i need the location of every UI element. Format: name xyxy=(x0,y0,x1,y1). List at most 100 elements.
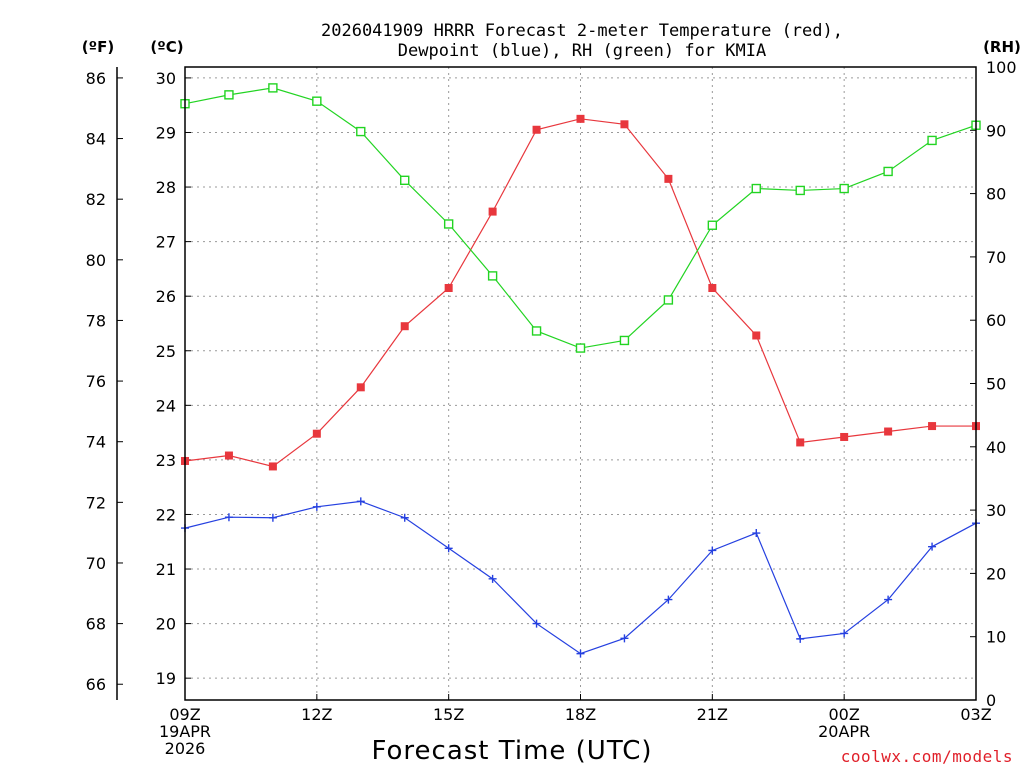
fahrenheit-tick-label-70: 70 xyxy=(86,554,106,573)
point-rh-15 xyxy=(839,183,849,194)
point-rh-4 xyxy=(356,126,366,137)
point-dewpoint-10 xyxy=(620,634,629,643)
celsius-tick-label-25: 25 xyxy=(156,342,176,361)
celsius-tick-label-26: 26 xyxy=(156,287,176,306)
fahrenheit-tick-label-82: 82 xyxy=(86,190,106,209)
point-dewpoint-2 xyxy=(268,513,277,522)
point-2-meter-temperature-12 xyxy=(708,284,717,293)
point-rh-11 xyxy=(663,295,674,305)
point-rh-7 xyxy=(487,271,498,281)
x-tick-label-3-0: 12Z xyxy=(301,705,332,724)
celsius-tick-label-20: 20 xyxy=(156,615,176,634)
rh-tick-label-90: 90 xyxy=(986,121,1006,140)
axes: 19 20 21 22 23 24 25 26 27 28 29 30 66 68 70 72 74 76 78 80… xyxy=(86,58,1017,758)
chart-title-line-2: Dewpoint (blue), RH (green) for KMIA xyxy=(398,41,766,61)
celsius-tick-label-29: 29 xyxy=(156,123,176,142)
point-dewpoint-15 xyxy=(840,629,849,638)
celsius-tick-label-19: 19 xyxy=(156,669,176,688)
point-rh-13 xyxy=(751,183,761,194)
fahrenheit-tick-label-68: 68 xyxy=(86,615,106,634)
point-rh-1 xyxy=(224,90,234,100)
celsius-tick-label-27: 27 xyxy=(156,233,176,252)
fahrenheit-tick-label-72: 72 xyxy=(86,493,106,512)
rh-tick-label-40: 40 xyxy=(986,438,1006,457)
fahrenheit-tick-label-80: 80 xyxy=(86,251,106,270)
site-credit: coolwx.com/models xyxy=(841,747,1013,766)
point-2-meter-temperature-7 xyxy=(488,207,497,216)
point-rh-3 xyxy=(312,96,322,106)
point-2-meter-temperature-11 xyxy=(664,174,673,183)
celsius-tick-label-22: 22 xyxy=(156,505,176,524)
point-rh-17 xyxy=(927,135,937,146)
fahrenheit-tick-label-66: 66 xyxy=(86,675,106,694)
point-2-meter-temperature-9 xyxy=(576,114,585,123)
celsius-unit-label: (ºC) xyxy=(150,38,183,56)
point-rh-14 xyxy=(795,185,805,196)
x-tick-label-9-0: 18Z xyxy=(565,705,596,724)
celsius-tick-label-24: 24 xyxy=(156,396,176,415)
point-dewpoint-4 xyxy=(356,497,365,506)
point-2-meter-temperature-8 xyxy=(532,125,541,134)
fahrenheit-tick-label-84: 84 xyxy=(86,130,106,149)
x-tick-label-15-0: 00Z xyxy=(829,705,860,724)
rh-tick-label-70: 70 xyxy=(986,248,1006,267)
rh-tick-label-0: 0 xyxy=(986,691,996,710)
point-rh-9 xyxy=(575,343,586,353)
point-2-meter-temperature-1 xyxy=(224,451,233,460)
point-dewpoint-16 xyxy=(884,595,893,604)
x-tick-label-0-1: 19APR xyxy=(159,722,211,741)
point-dewpoint-8 xyxy=(532,619,541,628)
celsius-tick-label-23: 23 xyxy=(156,451,176,470)
point-2-meter-temperature-5 xyxy=(400,322,409,331)
rh-tick-label-80: 80 xyxy=(986,185,1006,204)
rh-tick-label-10: 10 xyxy=(986,628,1006,647)
x-tick-label-6-0: 15Z xyxy=(433,705,464,724)
point-dewpoint-14 xyxy=(796,634,805,643)
rh-tick-label-100: 100 xyxy=(986,58,1017,77)
point-2-meter-temperature-16 xyxy=(884,427,893,436)
rh-unit-label: (RH) xyxy=(983,38,1021,56)
point-dewpoint-3 xyxy=(312,502,321,511)
x-tick-label-15-1: 20APR xyxy=(818,722,870,741)
point-rh-2 xyxy=(268,83,278,93)
fahrenheit-tick-label-86: 86 xyxy=(86,69,106,88)
point-dewpoint-17 xyxy=(928,542,937,551)
x-tick-label-18-0: 03Z xyxy=(960,705,991,724)
plot-frame xyxy=(184,66,977,701)
point-2-meter-temperature-4 xyxy=(356,383,365,392)
rh-tick-label-30: 30 xyxy=(986,501,1006,520)
point-2-meter-temperature-17 xyxy=(928,422,937,431)
point-dewpoint-9 xyxy=(576,649,585,658)
x-tick-label-0-2: 2026 xyxy=(165,739,206,758)
point-2-meter-temperature-15 xyxy=(840,432,849,441)
point-dewpoint-1 xyxy=(224,513,233,522)
rh-tick-label-60: 60 xyxy=(986,311,1006,330)
point-dewpoint-13 xyxy=(752,529,761,538)
fahrenheit-unit-label: (ºF) xyxy=(82,38,114,56)
point-rh-5 xyxy=(400,175,410,186)
point-2-meter-temperature-6 xyxy=(444,284,453,293)
point-2-meter-temperature-13 xyxy=(752,331,761,340)
rh-tick-label-50: 50 xyxy=(986,375,1006,394)
fahrenheit-tick-label-74: 74 xyxy=(86,433,106,452)
point-rh-16 xyxy=(883,166,893,177)
celsius-tick-label-30: 30 xyxy=(156,69,176,88)
chart-title-line-1: 2026041909 HRRR Forecast 2-meter Tempera… xyxy=(321,21,843,41)
point-rh-10 xyxy=(619,335,630,346)
x-tick-label-0-0: 09Z xyxy=(169,705,200,724)
rh-tick-label-20: 20 xyxy=(986,564,1006,583)
point-rh-6 xyxy=(443,219,454,229)
point-2-meter-temperature-2 xyxy=(268,462,277,471)
point-2-meter-temperature-14 xyxy=(796,438,805,447)
point-rh-8 xyxy=(531,326,542,336)
point-dewpoint-5 xyxy=(400,513,409,522)
point-2-meter-temperature-3 xyxy=(312,429,321,438)
fahrenheit-tick-label-76: 76 xyxy=(86,372,106,391)
x-axis-label: Forecast Time (UTC) xyxy=(371,736,652,766)
fahrenheit-tick-label-78: 78 xyxy=(86,311,106,330)
point-2-meter-temperature-10 xyxy=(620,120,629,129)
point-rh-12 xyxy=(707,220,718,230)
point-dewpoint-11 xyxy=(664,595,673,604)
